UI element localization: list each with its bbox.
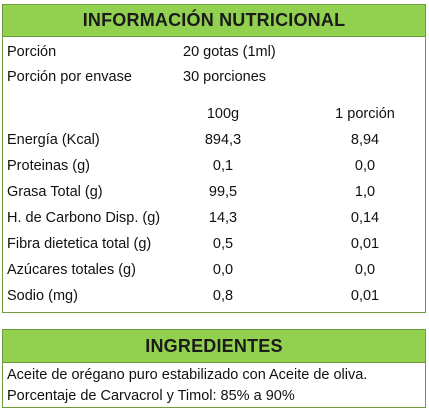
ingredients-panel: Aceite de orégano puro estabilizado con … xyxy=(2,363,426,408)
nutrition-title: INFORMACIÓN NUTRICIONAL xyxy=(82,10,346,30)
nutrient-label: Fibra dietetica total (g) xyxy=(7,236,152,252)
nutrient-value-100g: 99,5 xyxy=(208,184,238,200)
nutrient-value-serving: 1,0 xyxy=(354,184,376,200)
ingredients-line: Aceite de orégano puro estabilizado con … xyxy=(7,367,368,383)
nutrient-row: H. de Carbono Disp. (g) 14,3 0,14 xyxy=(3,205,427,231)
nutrient-value-100g: 0,8 xyxy=(212,288,234,304)
nutrient-value-serving: 8,94 xyxy=(350,132,380,148)
nutrient-value-serving: 0,14 xyxy=(350,210,380,226)
nutrition-table: Porción 20 gotas (1ml) Porción por envas… xyxy=(2,37,426,313)
ingredients-title-bar: INGREDIENTES xyxy=(2,329,426,363)
ingredients-title: INGREDIENTES xyxy=(145,335,283,356)
nutrient-label: Energía (Kcal) xyxy=(7,132,100,148)
serving-row: Porción 20 gotas (1ml) xyxy=(3,39,427,65)
column-header-row: 100g 1 porción xyxy=(3,101,427,127)
nutrient-value-100g: 0,5 xyxy=(212,236,234,252)
nutrient-row: Sodio (mg) 0,8 0,01 xyxy=(3,283,427,309)
serving-value: 20 gotas (1ml) xyxy=(183,44,276,60)
nutrient-value-serving: 0,0 xyxy=(354,158,376,174)
nutrient-row: Fibra dietetica total (g) 0,5 0,01 xyxy=(3,231,427,257)
nutrient-row: Azúcares totales (g) 0,0 0,0 xyxy=(3,257,427,283)
nutrient-value-serving: 0,0 xyxy=(354,262,376,278)
column-header-serving: 1 porción xyxy=(335,106,395,122)
nutrient-value-100g: 0,0 xyxy=(212,262,234,278)
nutrient-label: Azúcares totales (g) xyxy=(7,262,136,278)
servings-per-container-row: Porción por envase 30 porciones xyxy=(3,64,427,90)
servings-per-container-label: Porción por envase xyxy=(7,69,132,85)
nutrient-label: Proteinas (g) xyxy=(7,158,91,174)
servings-per-container-value: 30 porciones xyxy=(183,69,267,85)
nutrient-row: Grasa Total (g) 99,5 1,0 xyxy=(3,179,427,205)
nutrient-label: Sodio (mg) xyxy=(7,288,78,304)
ingredients-line: Porcentaje de Carvacrol y Timol: 85% a 9… xyxy=(7,388,295,404)
nutrient-value-serving: 0,01 xyxy=(350,236,380,252)
nutrient-value-100g: 894,3 xyxy=(204,132,242,148)
nutrient-label: H. de Carbono Disp. (g) xyxy=(7,210,161,226)
nutrition-title-bar: INFORMACIÓN NUTRICIONAL xyxy=(2,4,426,37)
serving-label: Porción xyxy=(7,44,57,60)
nutrient-row: Energía (Kcal) 894,3 8,94 xyxy=(3,127,427,153)
nutrient-value-serving: 0,01 xyxy=(350,288,380,304)
column-header-100g: 100g xyxy=(206,106,240,122)
nutrient-value-100g: 14,3 xyxy=(208,210,238,226)
nutrient-value-100g: 0,1 xyxy=(212,158,234,174)
nutrient-label: Grasa Total (g) xyxy=(7,184,103,200)
nutrient-row: Proteinas (g) 0,1 0,0 xyxy=(3,153,427,179)
